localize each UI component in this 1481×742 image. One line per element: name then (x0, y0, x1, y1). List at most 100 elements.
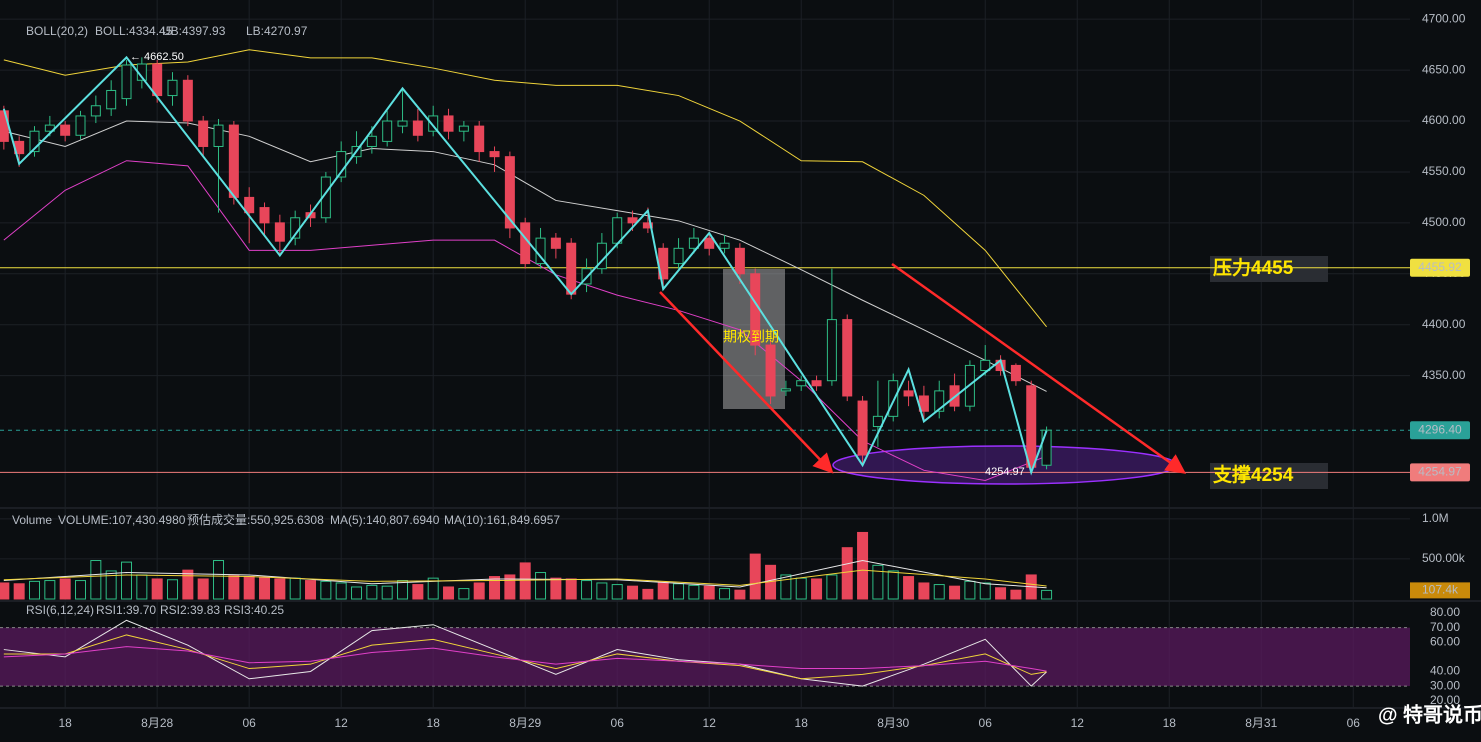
candle-body (811, 380, 822, 387)
candle-body (106, 89, 117, 110)
y-tick-label: 4600.00 (1422, 113, 1466, 127)
volume-bar (228, 575, 240, 600)
candle-body (474, 125, 485, 153)
y-tick-label: 4500.00 (1422, 215, 1466, 229)
y-tick-label: 40.00 (1430, 664, 1460, 678)
volume-bar (749, 553, 761, 600)
volume-bar (933, 584, 945, 600)
volume-bar (795, 577, 807, 600)
legend-entry: RSI2:39.83 (160, 603, 220, 617)
volume-bar (550, 577, 562, 600)
volume-bar (719, 588, 731, 600)
volume-bar (949, 585, 961, 600)
volume-bar (703, 585, 715, 600)
x-tick-label: 18 (795, 716, 809, 730)
volume-bar (366, 584, 378, 600)
y-tick-label: 80.00 (1430, 605, 1460, 619)
volume-bar (473, 582, 485, 600)
boll-line (3, 49, 1047, 328)
label-box (1210, 256, 1328, 282)
candle-body (29, 130, 40, 153)
plot (0, 49, 1410, 687)
candle-body (765, 344, 776, 397)
price-tag (1410, 463, 1470, 482)
volume-bar (688, 584, 700, 600)
volume-bar (121, 561, 133, 600)
volume-bar (412, 584, 424, 600)
x-tick-label: 18 (427, 716, 441, 730)
candle-body (75, 115, 86, 136)
trend-arrow (891, 262, 1187, 474)
candle-body (1010, 364, 1021, 382)
volume-bar (964, 580, 976, 600)
candle-body (780, 388, 791, 392)
y-tick-label: 70.00 (1430, 620, 1460, 634)
candle-body (0, 110, 9, 142)
candle-body (903, 390, 914, 397)
volume-bar (44, 580, 56, 600)
candle-body (688, 237, 699, 249)
volume-ma-line (3, 569, 1047, 587)
volume-bar (581, 580, 593, 600)
legend-entry: RSI1:39.70 (96, 603, 156, 617)
x-tick-label: 06 (1347, 716, 1361, 730)
volume-bar (274, 578, 286, 600)
arrows (659, 262, 1187, 474)
candle-body (213, 124, 224, 147)
x-tick-label: 8月29 (509, 716, 541, 730)
volume-bar (136, 574, 148, 600)
candle-body (198, 120, 209, 147)
volume-bar (0, 582, 10, 600)
candle-body (1041, 429, 1052, 466)
candle-body (90, 105, 101, 117)
volume-bar (13, 583, 25, 600)
y-tick-label: 500.00k (1422, 551, 1466, 565)
volume-bar (305, 580, 317, 600)
y-tick-label: 4650.00 (1422, 62, 1466, 76)
volume-bar (167, 579, 179, 600)
x-tick-label: 12 (703, 716, 717, 730)
volume-bar (29, 580, 41, 600)
candle-body (842, 319, 853, 397)
volume-bar (458, 588, 470, 600)
rsi-line (3, 619, 1047, 687)
volume-bar (627, 585, 639, 600)
candle-body (872, 415, 883, 428)
price-tag-label: 4455.92 (1418, 260, 1462, 274)
volume-bar (105, 570, 117, 600)
x-tick-label: 8月31 (1245, 716, 1277, 730)
volume-bar (59, 578, 71, 600)
candle-body (428, 115, 439, 132)
price-tag-label: 4254.97 (1418, 465, 1462, 479)
legend-entry: MA(10):161,849.6957 (444, 513, 560, 527)
volume-bar (243, 576, 255, 600)
candle-body (458, 125, 469, 132)
candle-body (228, 124, 239, 198)
candle-body (550, 237, 561, 249)
volume-bar (335, 582, 347, 600)
grid (0, 0, 1481, 709)
candle-body (60, 124, 71, 136)
volume-bar (918, 582, 930, 600)
volume-bar (1010, 589, 1022, 600)
label-box (1210, 463, 1328, 489)
volume-bar (535, 572, 547, 600)
y-tick-label: 4550.00 (1422, 164, 1466, 178)
x-tick-label: 12 (335, 716, 349, 730)
volume-bar (259, 576, 271, 600)
volume-bar (351, 586, 363, 600)
volume-bar (734, 589, 746, 600)
candle-body (1026, 385, 1037, 468)
candle-body (489, 151, 500, 158)
volume-bar (857, 531, 869, 600)
volume-bar (887, 570, 899, 600)
price-tag (1410, 421, 1470, 440)
candle-body (244, 196, 255, 214)
indicator-name: RSI(6,12,24) (26, 603, 94, 617)
zigzag-line (2, 55, 1048, 476)
legend-entry: 预估成交量:550,925.6308 (187, 512, 324, 527)
candle-body (566, 242, 577, 295)
candle-body (382, 120, 393, 142)
candle-body (796, 380, 807, 387)
